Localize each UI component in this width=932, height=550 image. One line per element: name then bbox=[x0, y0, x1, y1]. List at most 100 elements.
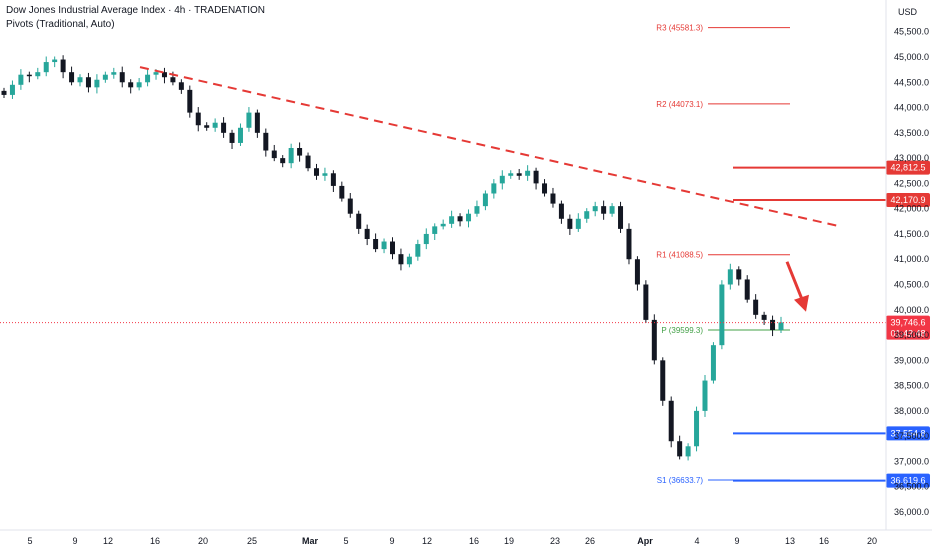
xtick-label: Mar bbox=[302, 536, 319, 546]
ytick-label: 37,000.0 bbox=[894, 456, 929, 466]
candle-body bbox=[634, 259, 640, 285]
candle-body bbox=[550, 193, 556, 204]
resistance-tag-1 bbox=[886, 160, 930, 175]
candle-body bbox=[466, 213, 472, 222]
candle-body bbox=[153, 72, 159, 75]
candle-body bbox=[567, 218, 573, 229]
candle-body bbox=[457, 216, 463, 222]
pivot-label-r1: R1 (41088.5) bbox=[656, 251, 703, 260]
ytick-label: 39,000.0 bbox=[894, 355, 929, 365]
xtick-label: 9 bbox=[72, 536, 77, 546]
candle-body bbox=[423, 233, 429, 245]
xtick-label: Apr bbox=[637, 536, 653, 546]
ytick-label: 42,000.0 bbox=[894, 204, 929, 214]
candle-body bbox=[9, 84, 15, 95]
candle-body bbox=[736, 269, 742, 280]
candle-body bbox=[178, 82, 184, 90]
resistance-trendline bbox=[139, 66, 841, 228]
candle-body bbox=[753, 299, 759, 315]
candle-body bbox=[415, 244, 421, 257]
candle-body bbox=[347, 198, 353, 214]
candle-body bbox=[229, 132, 235, 143]
candle-body bbox=[43, 62, 49, 73]
candle-body bbox=[254, 112, 260, 133]
xtick-label: 23 bbox=[550, 536, 560, 546]
candle-body bbox=[508, 173, 514, 176]
candle-body bbox=[651, 319, 657, 361]
xtick-label: 5 bbox=[343, 536, 348, 546]
candle-body bbox=[356, 213, 362, 229]
candle-body bbox=[482, 193, 488, 207]
xtick-label: 12 bbox=[422, 536, 432, 546]
resistance-tag-label: 42,170.9 bbox=[890, 195, 925, 205]
resistance-tag-label: 42,812.5 bbox=[890, 163, 925, 173]
indicator-label: Pivots (Traditional, Auto) bbox=[6, 19, 115, 30]
xtick-label: 20 bbox=[867, 536, 877, 546]
candle-body bbox=[77, 77, 83, 83]
ytick-label: 40,500.0 bbox=[894, 280, 929, 290]
candle-body bbox=[263, 132, 269, 151]
candle-body bbox=[558, 203, 564, 219]
candle-body bbox=[339, 185, 345, 199]
xtick-label: 4 bbox=[694, 536, 699, 546]
candle-body bbox=[406, 256, 412, 265]
bearish-arrow-shaft bbox=[785, 261, 805, 303]
countdown-label: 01:42:48 bbox=[890, 329, 925, 339]
candle-body bbox=[516, 173, 522, 176]
ytick-label: 45,500.0 bbox=[894, 27, 929, 37]
candle-body bbox=[381, 241, 387, 250]
candle-body bbox=[609, 206, 615, 214]
resistance-tag-2 bbox=[886, 193, 930, 208]
pivot-label-r3: R3 (45581.3) bbox=[656, 24, 703, 33]
candle-body bbox=[102, 74, 108, 80]
candle-body bbox=[221, 122, 227, 133]
candle-body bbox=[525, 170, 531, 176]
candle-body bbox=[449, 216, 455, 224]
candle-body bbox=[626, 228, 632, 260]
candle-body bbox=[499, 175, 505, 184]
candle-body bbox=[373, 239, 379, 250]
candle-body bbox=[677, 441, 683, 457]
xtick-label: 16 bbox=[819, 536, 829, 546]
candle-body bbox=[727, 269, 733, 285]
candle-body bbox=[542, 183, 548, 194]
candle-body bbox=[26, 74, 32, 77]
bearish-arrow-head bbox=[794, 294, 809, 312]
candle-body bbox=[533, 170, 539, 184]
xtick-label: 26 bbox=[585, 536, 595, 546]
candle-body bbox=[744, 279, 750, 300]
candle-body bbox=[592, 206, 598, 212]
xtick-label: 20 bbox=[198, 536, 208, 546]
xtick-label: 19 bbox=[504, 536, 514, 546]
candle-body bbox=[305, 155, 311, 169]
candle-body bbox=[18, 74, 24, 85]
candlestick-series bbox=[1, 55, 784, 461]
ytick-label: 41,500.0 bbox=[894, 229, 929, 239]
candle-body bbox=[145, 74, 151, 83]
candle-body bbox=[761, 314, 767, 320]
candle-body bbox=[204, 125, 210, 128]
candle-body bbox=[710, 345, 716, 381]
ytick-label: 41,000.0 bbox=[894, 254, 929, 264]
ytick-label: 44,000.0 bbox=[894, 103, 929, 113]
candle-body bbox=[474, 206, 480, 214]
ytick-label: 36,500.0 bbox=[894, 482, 929, 492]
candle-body bbox=[246, 112, 252, 128]
ytick-label: 44,500.0 bbox=[894, 77, 929, 87]
candle-body bbox=[85, 77, 91, 88]
candle-body bbox=[601, 206, 607, 214]
candle-body bbox=[280, 158, 286, 164]
ytick-label: 43,000.0 bbox=[894, 153, 929, 163]
candle-body bbox=[94, 79, 100, 88]
ytick-label: 39,500.0 bbox=[894, 330, 929, 340]
ytick-label: 40,000.0 bbox=[894, 305, 929, 315]
candle-body bbox=[584, 211, 590, 219]
candle-body bbox=[778, 322, 784, 330]
candle-body bbox=[35, 72, 41, 77]
xtick-label: 9 bbox=[734, 536, 739, 546]
candle-body bbox=[313, 168, 319, 176]
candle-body bbox=[288, 148, 294, 164]
support-tag-label: 37,554.8 bbox=[890, 428, 925, 438]
xtick-label: 16 bbox=[469, 536, 479, 546]
